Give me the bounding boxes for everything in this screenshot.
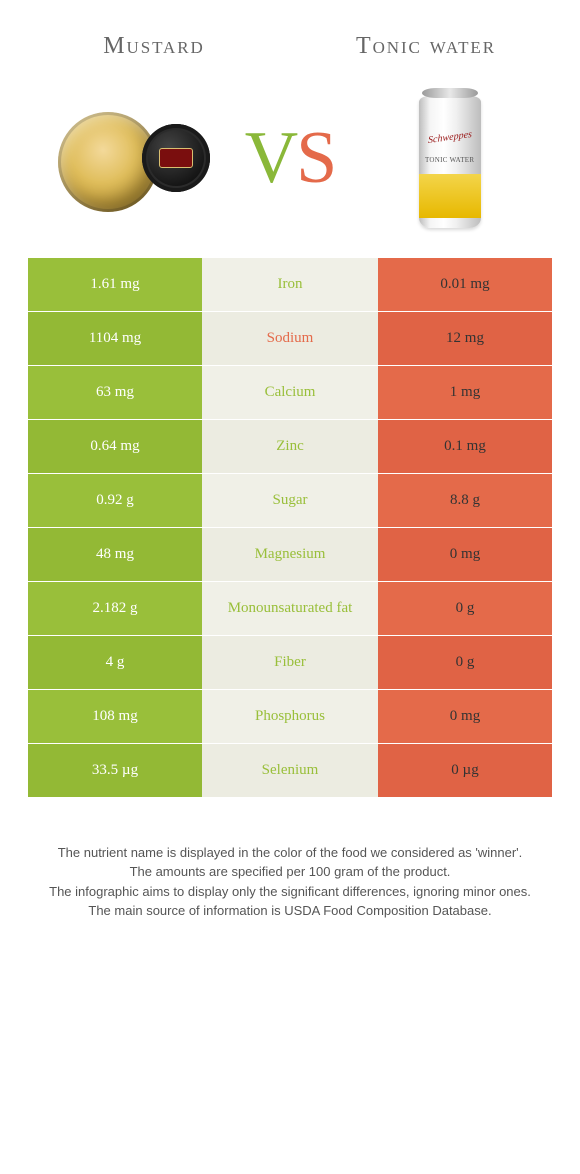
left-value: 63 mg [28, 366, 202, 419]
left-food-title: Mustard [18, 32, 290, 61]
right-food-title: Tonic water [290, 32, 562, 61]
right-value: 0.01 mg [378, 258, 552, 311]
left-value: 0.64 mg [28, 420, 202, 473]
nutrient-name: Selenium [202, 744, 378, 797]
left-value: 2.182 g [28, 582, 202, 635]
right-value: 0 mg [378, 528, 552, 581]
right-value: 8.8 g [378, 474, 552, 527]
left-value: 48 mg [28, 528, 202, 581]
table-row: 63 mgCalcium1 mg [28, 365, 552, 419]
nutrient-name: Fiber [202, 636, 378, 689]
table-row: 1.61 mgIron0.01 mg [28, 257, 552, 311]
nutrient-name: Magnesium [202, 528, 378, 581]
right-value: 0 g [378, 582, 552, 635]
left-value: 0.92 g [28, 474, 202, 527]
left-food-image [28, 83, 233, 233]
nutrient-name: Monounsaturated fat [202, 582, 378, 635]
right-value: 0 mg [378, 690, 552, 743]
footnote-line: The amounts are specified per 100 gram o… [46, 862, 534, 882]
table-row: 4 gFiber0 g [28, 635, 552, 689]
comparison-infographic: Mustard Tonic water VS Schweppes TONIC W… [0, 0, 580, 945]
vs-s: S [296, 117, 335, 199]
footnote: The nutrient name is displayed in the co… [46, 843, 534, 921]
table-row: 0.64 mgZinc0.1 mg [28, 419, 552, 473]
left-value: 108 mg [28, 690, 202, 743]
table-row: 48 mgMagnesium0 mg [28, 527, 552, 581]
table-row: 1104 mgSodium12 mg [28, 311, 552, 365]
nutrient-name: Zinc [202, 420, 378, 473]
table-row: 0.92 gSugar8.8 g [28, 473, 552, 527]
right-value: 0 g [378, 636, 552, 689]
vs-label: VS [245, 121, 336, 195]
right-value: 0.1 mg [378, 420, 552, 473]
left-value: 4 g [28, 636, 202, 689]
table-row: 108 mgPhosphorus0 mg [28, 689, 552, 743]
left-value: 1.61 mg [28, 258, 202, 311]
footnote-line: The main source of information is USDA F… [46, 901, 534, 921]
footnote-line: The nutrient name is displayed in the co… [46, 843, 534, 863]
nutrient-name: Iron [202, 258, 378, 311]
footnote-line: The infographic aims to display only the… [46, 882, 534, 902]
right-value: 0 µg [378, 744, 552, 797]
table-row: 33.5 µgSelenium0 µg [28, 743, 552, 797]
can-brand-label: Schweppes [419, 127, 481, 147]
right-food-image: Schweppes TONIC WATER [347, 83, 552, 233]
left-value: 1104 mg [28, 312, 202, 365]
can-subtitle: TONIC WATER [419, 156, 481, 164]
nutrient-name: Phosphorus [202, 690, 378, 743]
nutrient-name: Sodium [202, 312, 378, 365]
vs-v: V [245, 117, 296, 199]
hero-row: VS Schweppes TONIC WATER [28, 83, 552, 233]
nutrient-name: Sugar [202, 474, 378, 527]
table-row: 2.182 gMonounsaturated fat0 g [28, 581, 552, 635]
right-value: 12 mg [378, 312, 552, 365]
right-value: 1 mg [378, 366, 552, 419]
nutrient-table: 1.61 mgIron0.01 mg1104 mgSodium12 mg63 m… [28, 257, 552, 797]
header: Mustard Tonic water [18, 32, 562, 61]
left-value: 33.5 µg [28, 744, 202, 797]
nutrient-name: Calcium [202, 366, 378, 419]
